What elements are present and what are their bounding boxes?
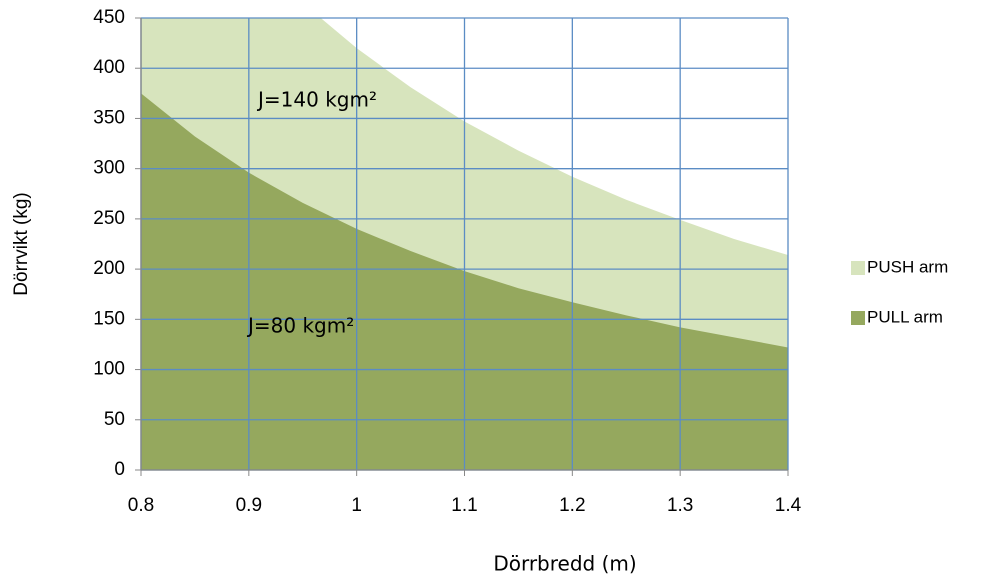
legend-label: PUSH arm: [867, 257, 948, 276]
x-tick-label: 1.1: [451, 495, 477, 516]
x-tick-label: 0.9: [236, 495, 262, 516]
y-tick-label: 350: [93, 107, 125, 128]
y-tick-label: 400: [93, 57, 125, 78]
x-axis-title: Dörrbredd (m): [493, 552, 636, 576]
x-tick-label: 0.8: [128, 495, 154, 516]
y-tick-label: 150: [93, 308, 125, 329]
y-tick-label: 300: [93, 158, 125, 179]
y-tick-label: 100: [93, 359, 125, 380]
x-tick-label: 1.4: [775, 495, 802, 516]
x-tick-label: 1.3: [667, 495, 693, 516]
labels: 0 50 100 150 200 250 300 350 400 450 0.8 0.9 1 1.1 1.2…: [93, 7, 948, 516]
legend-swatch: [851, 261, 865, 275]
y-tick-label: 200: [93, 258, 125, 279]
y-axis-title: Dörrvikt (kg): [11, 192, 32, 295]
y-tick-label: 50: [104, 409, 125, 430]
x-tick-label: 1: [351, 495, 362, 516]
legend-swatch: [851, 311, 865, 325]
y-tick-label: 0: [114, 459, 125, 480]
y-tick-label: 250: [93, 208, 125, 229]
legend-label: PULL arm: [867, 307, 943, 326]
annotation: J=80 kgm²: [246, 314, 354, 338]
y-tick-label: 450: [93, 7, 125, 28]
x-tick-label: 1.2: [559, 495, 585, 516]
annotation: J=140 kgm²: [256, 88, 377, 112]
grid: [135, 17, 789, 476]
